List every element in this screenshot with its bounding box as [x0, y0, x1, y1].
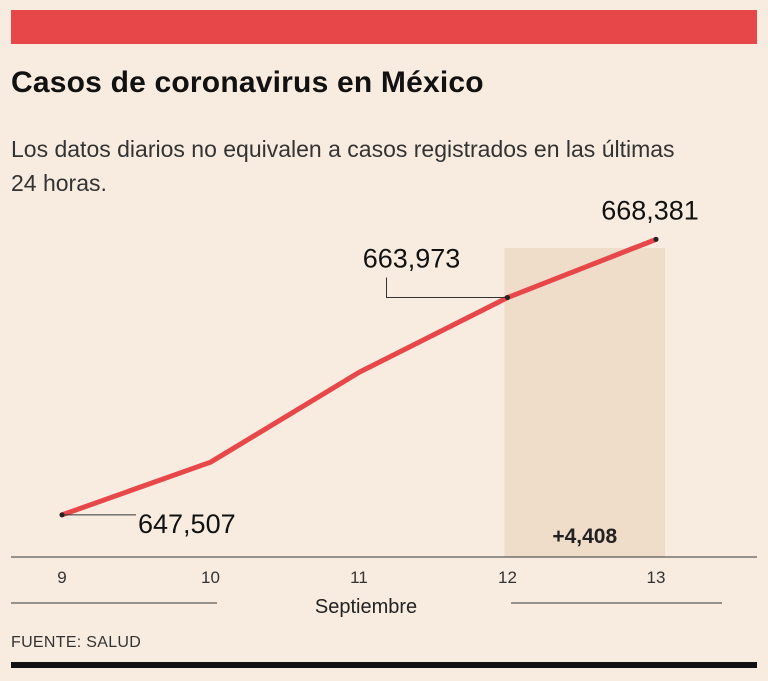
- series-line: [59, 236, 659, 518]
- x-tick-label: 13: [647, 568, 666, 587]
- x-tick-label: 10: [201, 568, 220, 587]
- x-tick-label: 11: [350, 568, 368, 587]
- x-axis-title: Septiembre: [315, 596, 417, 618]
- data-point: [653, 236, 659, 242]
- data-label: 668,381: [601, 195, 699, 225]
- x-tick-label: 12: [498, 568, 517, 587]
- highlight-label: +4,408: [552, 525, 617, 548]
- data-label: 647,507: [138, 509, 236, 539]
- chart-subtitle: Los datos diarios no equivalen a casos r…: [11, 136, 675, 196]
- data-point: [59, 512, 65, 518]
- bottom-rule: [11, 662, 757, 668]
- highlight-band: [504, 248, 665, 557]
- data-label: 663,973: [363, 244, 461, 274]
- source-note: FUENTE: SALUD: [11, 634, 142, 651]
- top-accent-bar: [11, 10, 757, 44]
- data-point: [505, 295, 510, 301]
- x-tick-label: 9: [57, 568, 66, 587]
- leader-line: [386, 277, 508, 299]
- chart-title: Casos de coronavirus en México: [11, 66, 484, 99]
